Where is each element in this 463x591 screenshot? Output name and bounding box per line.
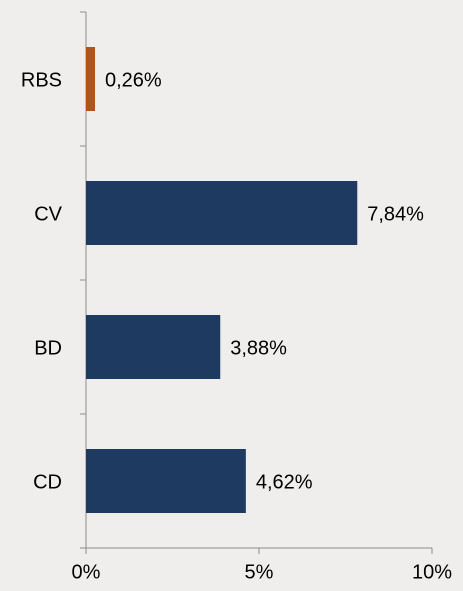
bar <box>86 315 221 379</box>
value-label: 7,84% <box>367 203 424 225</box>
value-label: 0,26% <box>105 69 162 91</box>
x-tick-label: 0% <box>72 561 101 583</box>
value-label: 4,62% <box>256 471 313 493</box>
bar <box>86 449 246 513</box>
x-tick-label: 10% <box>412 561 452 583</box>
x-tick-label: 5% <box>245 561 274 583</box>
y-tick-label: CV <box>34 203 62 225</box>
y-tick-label: CD <box>33 471 62 493</box>
bar <box>86 181 358 245</box>
bar <box>86 47 95 111</box>
value-label: 3,88% <box>230 337 287 359</box>
y-tick-label: BD <box>34 337 62 359</box>
y-tick-label: RBS <box>21 69 62 91</box>
